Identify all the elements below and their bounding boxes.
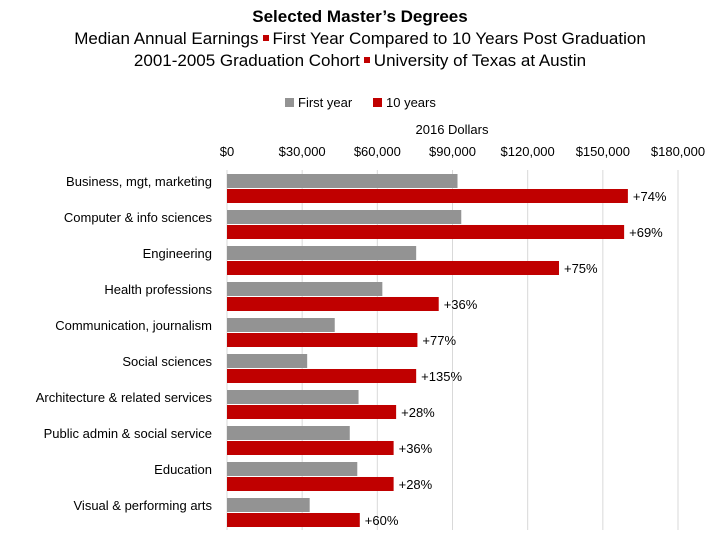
x-tick-label: $150,000 bbox=[576, 144, 630, 159]
legend-swatch-0 bbox=[285, 98, 294, 107]
chart-subtitle-line-1: Median Annual Earnings First Year Compare… bbox=[0, 28, 720, 50]
x-tick-label: $30,000 bbox=[279, 144, 326, 159]
bar-first-year bbox=[227, 426, 350, 440]
bar-10-years bbox=[227, 513, 360, 527]
data-label: +36% bbox=[444, 297, 478, 312]
bar-first-year bbox=[227, 210, 462, 224]
bar-first-year bbox=[227, 390, 359, 404]
chart-title: Selected Master’s Degrees bbox=[252, 7, 468, 26]
x-tick-label: $60,000 bbox=[354, 144, 401, 159]
legend: First year 10 years bbox=[285, 95, 436, 110]
x-tick-label: $90,000 bbox=[429, 144, 476, 159]
chart-subtitle-line-2: 2001-2005 Graduation Cohort University of… bbox=[0, 50, 720, 72]
data-label: +60% bbox=[365, 513, 399, 528]
category-labels: Business, mgt, marketing Computer & info … bbox=[36, 174, 213, 513]
bars bbox=[227, 174, 628, 527]
bar-10-years bbox=[227, 189, 628, 203]
data-label: +28% bbox=[401, 405, 435, 420]
data-label: +75% bbox=[564, 261, 598, 276]
data-label: +69% bbox=[629, 225, 663, 240]
data-label: +135% bbox=[421, 369, 462, 384]
subtitle-cohort: 2001-2005 Graduation Cohort bbox=[133, 51, 360, 70]
data-label: +28% bbox=[399, 477, 433, 492]
bullet-square-icon bbox=[363, 57, 370, 64]
x-tick-label: $180,000 bbox=[651, 144, 705, 159]
bar-first-year bbox=[227, 174, 458, 188]
legend-label-0: First year bbox=[298, 95, 353, 110]
chart-title-block: Selected Master’s Degrees Median Annual … bbox=[0, 6, 720, 72]
legend-swatch-1 bbox=[373, 98, 382, 107]
bar-first-year bbox=[227, 318, 335, 332]
bar-first-year bbox=[227, 354, 308, 368]
data-label: +36% bbox=[399, 441, 433, 456]
subtitle-earnings: Median Annual Earnings bbox=[74, 29, 259, 48]
bar-first-year bbox=[227, 498, 310, 512]
legend-label-1: 10 years bbox=[386, 95, 436, 110]
category-label: Health professions bbox=[104, 282, 212, 297]
category-label: Computer & info sciences bbox=[64, 210, 213, 225]
bar-10-years bbox=[227, 297, 439, 311]
bar-first-year bbox=[227, 282, 383, 296]
data-label: +74% bbox=[633, 189, 667, 204]
x-tick-label: $120,000 bbox=[501, 144, 555, 159]
bar-10-years bbox=[227, 441, 394, 455]
x-tick-label: $0 bbox=[220, 144, 234, 159]
category-label: Engineering bbox=[143, 246, 212, 261]
x-axis-ticks: $0 $30,000 $60,000 $90,000 $120,000 $150,000 $… bbox=[220, 144, 705, 159]
bar-10-years bbox=[227, 405, 397, 419]
bar-10-years bbox=[227, 333, 418, 347]
bar-10-years bbox=[227, 369, 417, 383]
bullet-square-icon bbox=[262, 35, 269, 42]
subtitle-university: University of Texas at Austin bbox=[373, 51, 587, 70]
bar-10-years bbox=[227, 261, 559, 275]
subtitle-comparison: First Year Compared to 10 Years Post Gra… bbox=[272, 29, 646, 48]
bar-first-year bbox=[227, 462, 358, 476]
category-label: Communication, journalism bbox=[55, 318, 212, 333]
category-label: Visual & performing arts bbox=[74, 498, 213, 513]
data-labels: +74% +69% +75% +36% +77% +135% +28% +36% +28% +60… bbox=[365, 189, 667, 528]
category-label: Social sciences bbox=[122, 354, 212, 369]
bar-10-years bbox=[227, 477, 394, 491]
category-label: Architecture & related services bbox=[36, 390, 213, 405]
category-label: Business, mgt, marketing bbox=[66, 174, 212, 189]
x-axis-label: 2016 Dollars bbox=[416, 122, 489, 137]
data-label: +77% bbox=[422, 333, 456, 348]
bar-10-years bbox=[227, 225, 625, 239]
bar-first-year bbox=[227, 246, 417, 260]
category-label: Education bbox=[154, 462, 212, 477]
category-label: Public admin & social service bbox=[44, 426, 212, 441]
